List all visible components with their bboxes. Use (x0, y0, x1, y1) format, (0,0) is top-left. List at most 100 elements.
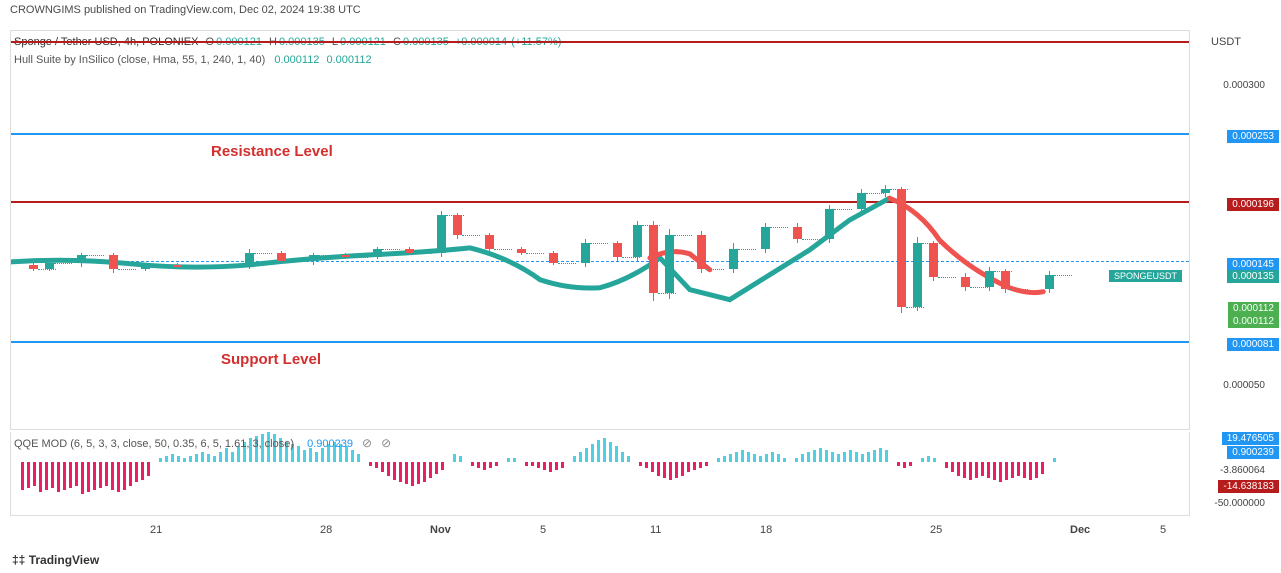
close-dotted-line (318, 255, 336, 256)
close-dotted-line (350, 257, 368, 258)
qqe-bar (825, 450, 828, 462)
qqe-bar (1029, 462, 1032, 480)
eye-off-icon-2[interactable]: ⊘ (381, 436, 391, 450)
lower-y-badge: -14.638183 (1218, 480, 1279, 493)
qqe-bar (591, 444, 594, 462)
qqe-bar (417, 462, 420, 484)
qqe-bar (381, 462, 384, 472)
qqe-bar (705, 462, 708, 466)
qqe-bar (645, 462, 648, 468)
qqe-bar (1035, 462, 1038, 478)
close-dotted-line (938, 277, 956, 278)
hull-suite-path (11, 31, 1189, 429)
qqe-bar (741, 450, 744, 462)
close-dotted-line (866, 193, 884, 194)
close-dotted-line (738, 249, 756, 250)
close-dotted-line (150, 265, 168, 266)
qqe-bar (753, 454, 756, 462)
close-dotted-line (658, 293, 676, 294)
qqe-bar (951, 462, 954, 472)
qqe-bar (177, 456, 180, 462)
qqe-bar (609, 442, 612, 462)
qqe-bar (81, 462, 84, 494)
close-dotted-line (54, 263, 72, 264)
qqe-bar (165, 456, 168, 462)
qqe-bar (375, 462, 378, 468)
qqe-bar (561, 462, 564, 468)
lower-price-axis[interactable]: 19.4765050.900239-3.860064-14.638183-50.… (1191, 432, 1281, 516)
y-price-badge: 0.000081 (1227, 338, 1279, 351)
close-dotted-line (890, 189, 908, 190)
qqe-bar (819, 448, 822, 462)
qqe-bar (399, 462, 402, 482)
qqe-bar (231, 452, 234, 462)
qqe-bar (99, 462, 102, 488)
close-dotted-line (86, 255, 104, 256)
time-axis[interactable]: 2128Nov5111825Dec5 (10, 516, 1190, 540)
qqe-bar (603, 438, 606, 462)
qqe-bar (813, 450, 816, 462)
qqe-bar (729, 454, 732, 462)
qqe-bar (585, 448, 588, 462)
close-dotted-line (642, 225, 660, 226)
qqe-bar (225, 448, 228, 462)
qqe-bar (489, 462, 492, 468)
qqe-bar (549, 462, 552, 472)
qqe-bar (993, 462, 996, 480)
qqe-name[interactable]: QQE MOD (6, 5, 3, 3, close, 50, 0.35, 6,… (14, 438, 294, 450)
close-dotted-line (558, 263, 576, 264)
qqe-bar (123, 462, 126, 490)
lower-y-badge: 0.900239 (1227, 446, 1279, 459)
close-dotted-line (38, 269, 56, 270)
qqe-bar (537, 462, 540, 468)
qqe-bar (777, 454, 780, 462)
qqe-value: 0.900239 (307, 438, 353, 450)
qqe-bar (801, 454, 804, 462)
qqe-bar (957, 462, 960, 476)
qqe-bar (771, 452, 774, 462)
qqe-bar (969, 462, 972, 480)
eye-off-icon[interactable]: ⊘ (362, 436, 372, 450)
qqe-bar (129, 462, 132, 486)
close-dotted-line (446, 215, 464, 216)
close-dotted-line (906, 307, 924, 308)
qqe-bar (867, 452, 870, 462)
close-dotted-line (1010, 289, 1028, 290)
qqe-bar (837, 454, 840, 462)
price-axis[interactable]: 0.0003000.000050 0.0002530.0001960.00014… (1191, 30, 1281, 430)
main-chart-area[interactable]: Resistance Level Support Level (10, 30, 1190, 430)
close-dotted-line (1054, 275, 1072, 276)
qqe-bar (201, 452, 204, 462)
qqe-bar (573, 456, 576, 462)
close-dotted-line (494, 249, 512, 250)
qqe-bar (1053, 458, 1056, 462)
qqe-bar (879, 448, 882, 462)
qqe-bar (615, 446, 618, 462)
qqe-bar (195, 454, 198, 462)
qqe-bar (921, 458, 924, 462)
qqe-bar (207, 454, 210, 462)
close-dotted-line (382, 249, 400, 250)
qqe-bar (933, 458, 936, 462)
qqe-bar (897, 462, 900, 466)
qqe-bar (555, 462, 558, 470)
close-dotted-line (674, 235, 692, 236)
qqe-bar (111, 462, 114, 490)
qqe-bar (309, 448, 312, 462)
qqe-bar (927, 456, 930, 462)
qqe-bar (807, 452, 810, 462)
lower-y-badge: 19.476505 (1222, 432, 1279, 445)
qqe-bar (387, 462, 390, 476)
qqe-bar (147, 462, 150, 476)
qqe-bar (369, 462, 372, 466)
qqe-bar (627, 456, 630, 462)
qqe-bar (597, 440, 600, 462)
time-tick-label: 5 (540, 524, 546, 536)
qqe-bar (183, 458, 186, 462)
qqe-bar (477, 462, 480, 468)
lower-y-badge: -50.000000 (1214, 498, 1265, 509)
qqe-bar (681, 462, 684, 476)
qqe-bar (315, 452, 318, 462)
tradingview-watermark: TradingView (12, 553, 99, 567)
qqe-bar (141, 462, 144, 480)
